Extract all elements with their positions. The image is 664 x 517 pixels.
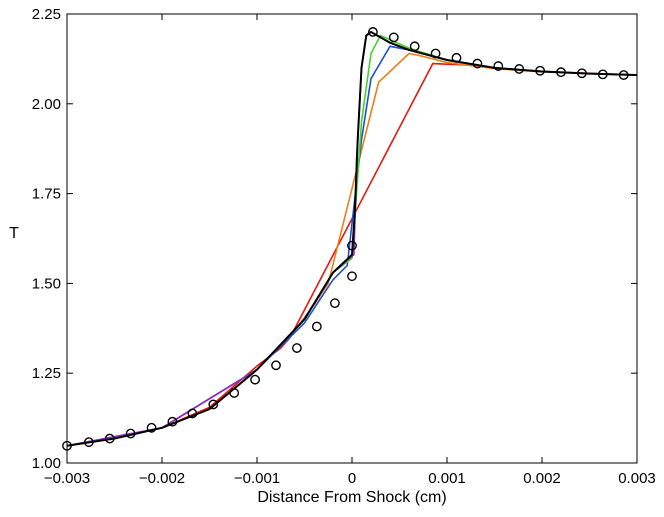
data-marker [250,374,261,385]
x-axis-label: Distance From Shock (cm) [257,489,446,506]
data-marker [597,69,608,80]
data-marker [493,61,504,71]
x-tick-label: 0.001 [428,470,466,487]
data-marker [167,416,178,427]
data-marker [83,437,94,448]
data-marker [367,27,378,37]
y-tick-label: 2.25 [32,6,61,23]
data-marker [347,271,357,282]
data-marker [472,58,483,69]
tick-layer: −0.003 −0.002 −0.001 0 0.001 0.002 0.003 1.00 1.… [32,6,656,487]
y-tick-label: 1.50 [32,275,61,292]
data-marker [388,32,399,43]
y-tick-label: 1.75 [32,186,61,203]
data-marker [208,399,219,410]
x-tick-label: 0.002 [523,470,561,487]
data-marker [329,298,340,309]
x-tick-label: 0 [348,470,356,487]
data-marker [291,343,302,353]
marker-layer [62,27,629,451]
data-marker [229,388,240,398]
data-marker [311,321,322,332]
data-marker [556,67,566,78]
y-tick-label: 2.00 [32,96,61,113]
data-marker [618,70,629,80]
data-marker [430,48,441,59]
data-marker [104,433,115,444]
data-marker [347,240,357,251]
x-tick-label: −0.003 [44,470,90,487]
y-axis-label: T [9,225,19,242]
data-marker [535,65,545,76]
data-marker [409,41,420,52]
y-tick-label: 1.00 [32,455,61,472]
data-marker [187,408,198,419]
data-marker [146,422,157,433]
x-tick-label: −0.001 [234,470,280,487]
data-marker [125,428,136,439]
data-marker [271,360,281,371]
y-tick-label: 1.25 [32,365,61,382]
series-layer [66,30,638,447]
data-marker [451,52,462,63]
data-marker [577,68,587,79]
data-marker [514,64,525,74]
x-tick-label: −0.002 [139,470,185,487]
x-tick-label: 0.003 [618,470,656,487]
